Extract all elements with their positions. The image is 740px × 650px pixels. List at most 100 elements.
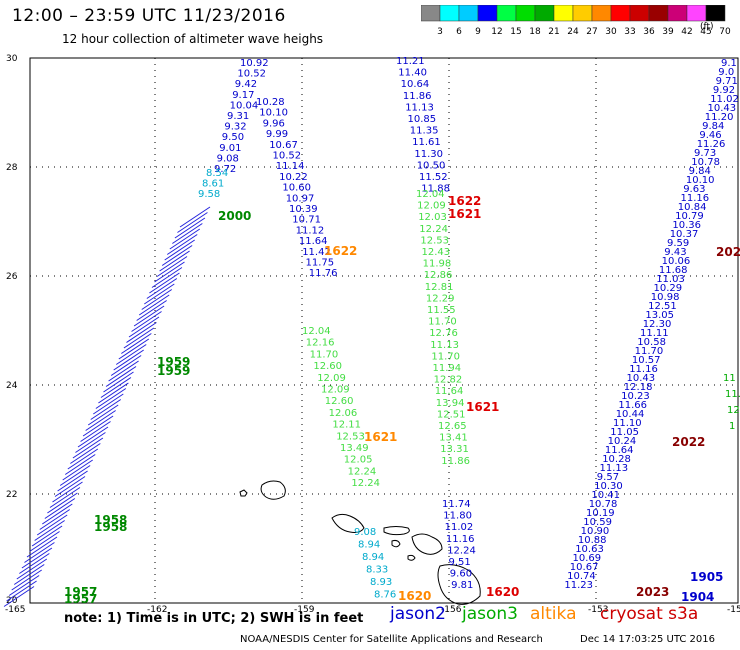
wave-height-reading: 12.29 — [426, 293, 455, 304]
track-hatch — [179, 206, 211, 228]
wave-height-reading: 11.74 — [442, 499, 471, 510]
wave-height-reading: 9.08 — [217, 153, 239, 164]
track-hatch — [87, 404, 119, 426]
dense-track-streak — [3, 206, 211, 607]
wave-height-reading: 10.52 — [273, 151, 302, 162]
track-hatch — [115, 344, 147, 365]
colorbar-label: 21 — [548, 27, 560, 37]
wave-height-reading: 13.94 — [436, 398, 465, 409]
wave-height-reading: 9.0 — [718, 67, 734, 78]
wave-height-reading: 9.84 — [702, 121, 724, 132]
longitude-label: -165 — [5, 605, 25, 615]
colorbar-label: 39 — [662, 27, 674, 37]
wave-height-reading: 12.51 — [437, 409, 466, 420]
track-hatch — [159, 250, 190, 272]
track-hatch — [42, 503, 73, 525]
track-hatch — [156, 256, 188, 277]
track-hatch — [93, 393, 124, 415]
wave-height-reading: 10.29 — [654, 283, 683, 294]
track-hatch — [77, 426, 109, 448]
wave-height-reading: 9.63 — [683, 184, 705, 195]
wave-height-reading: 11.13 — [405, 102, 434, 113]
track-hatch — [177, 212, 208, 233]
track-hatch — [26, 536, 58, 558]
wave-height-reading: 9.73 — [694, 148, 716, 159]
wave-height-reading: 10.41 — [591, 490, 620, 501]
colorbar-label: 36 — [643, 27, 655, 37]
wave-height-reading: 11.40 — [398, 68, 427, 79]
wave-height-reading: 8.93 — [370, 577, 392, 588]
wave-height-reading: 11.14 — [276, 161, 305, 172]
island-kahoolawe — [407, 554, 416, 561]
colorbar-label: 42 — [681, 27, 693, 37]
wave-height-reading: 11.66 — [618, 400, 647, 411]
pass-time-label: 1620 — [486, 585, 519, 599]
track-hatch — [126, 322, 157, 343]
track-hatch — [95, 388, 127, 409]
island-maui — [411, 533, 443, 555]
track-hatch — [39, 509, 71, 530]
wave-height-reading: 10.57 — [632, 355, 661, 366]
wave-height-reading: 9.51 — [449, 557, 471, 568]
track-hatch — [123, 327, 155, 349]
wave-height-reading: 13.05 — [645, 310, 674, 321]
island-lanai — [391, 539, 401, 548]
track-hatch — [169, 228, 201, 250]
wave-height-reading: 11.13 — [600, 463, 629, 474]
wave-height-reading: 11.80 — [443, 511, 472, 522]
track-hatch — [62, 459, 93, 481]
wave-height-reading: 10.84 — [678, 202, 707, 213]
track-hatch — [67, 448, 99, 470]
track-hatch — [118, 338, 150, 360]
wave-height-reading: 10.36 — [672, 220, 701, 231]
wave-height-reading: 9.60 — [450, 569, 472, 580]
map-subtitle: 12 hour collection of altimeter wave hei… — [62, 32, 324, 46]
track-hatch — [105, 366, 137, 387]
wave-height-reading: 10.64 — [401, 79, 430, 90]
longitude-label: -153 — [588, 605, 608, 615]
wave-height-reading: 10.78 — [589, 499, 618, 510]
wave-height-reading: 12.09 — [417, 201, 446, 212]
wave-height-reading: 9.50 — [222, 132, 244, 143]
wave-height-reading: 11.30 — [414, 149, 443, 160]
wave-height-reading: 11.86 — [403, 91, 432, 102]
track-hatch — [121, 333, 152, 354]
pass-time-label: 1620 — [398, 589, 431, 603]
wave-height-reading: 12.60 — [325, 396, 354, 407]
track-hatch — [138, 294, 170, 316]
track-hatch — [166, 234, 198, 255]
wave-height-reading: 8.33 — [366, 565, 388, 576]
wave-height-reading: 11.75 — [306, 258, 335, 269]
wave-height-reading: 12.53 — [420, 235, 449, 246]
wave-height-reading: 10.22 — [279, 172, 308, 183]
pass-time-label: 1959 — [157, 364, 190, 378]
track-hatch — [133, 305, 165, 327]
island-hawaii — [437, 564, 481, 605]
wave-height-reading: 11.64 — [605, 445, 634, 456]
wave-height-reading: 9.99 — [266, 129, 288, 140]
wave-height-reading: 12.60 — [313, 361, 342, 372]
wave-height-reading: 10.43 — [708, 103, 737, 114]
track-hatch — [110, 355, 142, 376]
wave-height-reading: 12.24 — [447, 545, 476, 556]
track-hatch — [57, 470, 88, 492]
track-hatch — [19, 553, 50, 574]
track-hatch — [34, 520, 65, 541]
wave-height-reading: 9.72 — [214, 164, 236, 175]
wave-height-reading: 11.64 — [435, 386, 464, 397]
wave-height-reading: 9.01 — [219, 143, 241, 154]
wave-height-reading: 8.94 — [362, 552, 384, 563]
colorbar-label: 15 — [510, 27, 522, 37]
wave-height-reading: 11.02 — [445, 522, 474, 533]
graticule — [30, 58, 738, 603]
track-hatch — [144, 283, 175, 305]
wave-height-reading: 9.84 — [689, 166, 711, 177]
track-hatch — [82, 415, 114, 437]
wave-height-reading: 10.92 — [240, 58, 269, 69]
colorbar-label: 24 — [567, 27, 579, 37]
wave-height-reading: 12.11 — [332, 420, 361, 431]
track-hatch — [54, 476, 86, 497]
wave-height-reading: 10.23 — [621, 391, 650, 402]
wave-height-reading: 9.43 — [664, 247, 686, 258]
